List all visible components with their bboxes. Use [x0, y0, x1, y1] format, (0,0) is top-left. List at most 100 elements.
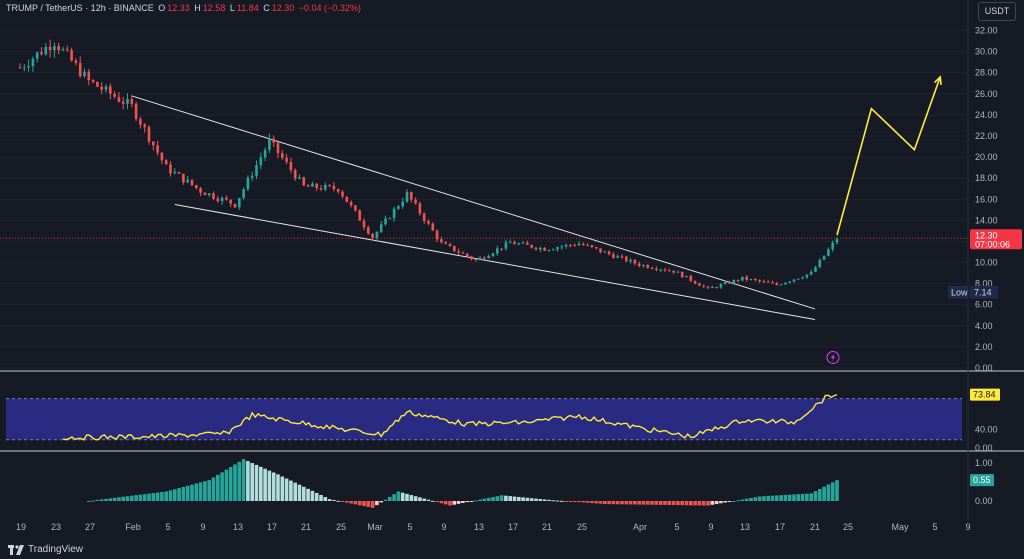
candle-body — [362, 220, 366, 228]
histogram-bar — [332, 499, 336, 501]
histogram-bar — [267, 470, 272, 501]
histogram-bar — [465, 501, 469, 503]
candle-body — [109, 86, 112, 94]
histogram-bar — [667, 501, 672, 505]
histogram-bar — [701, 501, 706, 506]
price-tick-label: 24.00 — [975, 110, 998, 120]
candle-body — [513, 242, 516, 245]
histogram-bar — [379, 501, 383, 503]
histogram-bar — [693, 501, 697, 506]
candle-body — [263, 149, 267, 158]
candle-body — [53, 46, 56, 51]
candle-body — [203, 192, 207, 196]
histogram-bar — [775, 495, 779, 501]
histogram-bar — [469, 501, 474, 502]
candle-body — [276, 142, 280, 154]
candle-body — [732, 279, 736, 284]
histogram-bar — [835, 480, 839, 501]
histogram-bar — [164, 491, 168, 501]
candle-body — [483, 257, 486, 259]
histogram-bar — [233, 464, 237, 501]
time-tick-label: 21 — [810, 522, 820, 532]
time-tick-label: 17 — [775, 522, 785, 532]
candle-body — [289, 161, 293, 171]
histogram-bar — [366, 501, 371, 507]
histogram-bar — [611, 501, 616, 505]
candle-body — [508, 242, 512, 244]
rsi-band — [0, 237, 968, 441]
candle-body — [57, 46, 60, 51]
candle-body — [569, 244, 572, 246]
rsi-tick-label: 40.00 — [975, 424, 998, 434]
candle-body — [96, 81, 99, 87]
histogram-bar — [753, 497, 758, 501]
time-tick-label: 23 — [51, 522, 61, 532]
candle-body — [547, 249, 551, 251]
candle-body — [788, 281, 791, 283]
candle-body — [663, 269, 667, 271]
histogram-bar — [719, 501, 723, 504]
histogram-bar — [289, 480, 293, 501]
histogram-bar — [345, 501, 349, 503]
candle-body — [422, 213, 426, 222]
candle-body — [121, 101, 125, 104]
time-tick-label: 27 — [85, 522, 95, 532]
price-axis[interactable]: 32.00 30.00 28.00 26.00 24.00 22.00 20.00 18.00… — [948, 26, 1022, 506]
candle-body — [719, 284, 723, 288]
tradingview-logo[interactable]: TradingView — [8, 544, 83, 555]
candle-body — [470, 256, 473, 260]
histogram-bar — [448, 501, 452, 506]
histogram-bar — [336, 500, 340, 502]
histogram-bar — [99, 499, 104, 501]
price-projection-path[interactable] — [826, 75, 942, 364]
candle-body — [689, 275, 693, 281]
candle-body — [281, 153, 284, 158]
symbol-legend[interactable]: TRUMP / TetherUS · 12h · BINANCE O 12.33 … — [6, 3, 363, 13]
time-axis[interactable]: 19 23 27 Feb 5 9 13 17 21 25 Mar 5 9 13 17 21 25 Apr 5 9 13 1… — [16, 522, 971, 532]
candle-body — [160, 152, 164, 161]
time-tick-label: 25 — [336, 522, 346, 532]
chart-grid — [0, 0, 1024, 520]
histogram-bar — [422, 498, 426, 501]
histogram-bar — [603, 501, 607, 505]
candle-body — [500, 248, 503, 250]
currency-button[interactable]: USDT — [978, 2, 1016, 21]
candle-body — [216, 198, 220, 202]
candle-body — [762, 281, 766, 283]
price-tick-label: 22.00 — [975, 131, 998, 141]
trendlines[interactable] — [131, 95, 816, 320]
histogram-bar — [147, 493, 151, 501]
candle-body — [324, 184, 327, 190]
rsi-value-badge — [970, 388, 1000, 401]
symbol-title[interactable]: TRUMP / TetherUS · 12h · BINANCE — [6, 3, 154, 13]
candle-body — [758, 280, 761, 282]
histogram-bar — [792, 494, 796, 501]
projection-line[interactable] — [836, 76, 941, 236]
price-tick-label: 14.00 — [975, 215, 998, 225]
time-tick-label: 13 — [474, 522, 484, 532]
histogram-bar — [237, 461, 242, 501]
trendline[interactable] — [131, 95, 816, 310]
candle-body — [822, 255, 826, 260]
candle-body — [70, 50, 73, 61]
histogram-bar — [220, 472, 224, 501]
histogram-bar — [525, 497, 530, 501]
histogram-bar — [160, 492, 164, 501]
time-tick-label: Apr — [633, 522, 647, 532]
histogram-bar — [529, 498, 534, 501]
candle-body — [212, 193, 215, 199]
histogram-bar — [181, 486, 186, 501]
candle-body — [805, 274, 809, 278]
candle-body — [117, 96, 121, 102]
histogram-tick-label: 1.00 — [975, 458, 993, 468]
candle-body — [207, 193, 211, 196]
trendline[interactable] — [174, 204, 816, 320]
candle-body — [379, 224, 383, 232]
histogram-bar — [250, 463, 254, 501]
rsi-series — [62, 393, 838, 441]
rsi-line — [62, 393, 838, 441]
histogram-bar — [314, 492, 319, 501]
candle-body — [543, 247, 546, 251]
candle-body — [272, 138, 275, 143]
